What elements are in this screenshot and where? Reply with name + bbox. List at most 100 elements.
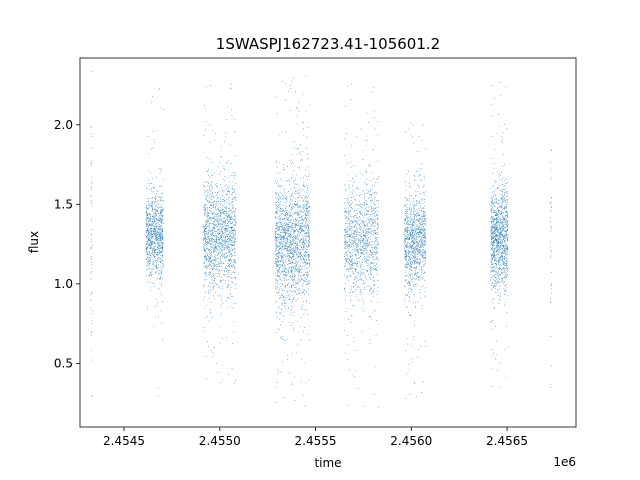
data-point: [306, 274, 307, 276]
data-point: [162, 211, 163, 213]
data-point: [158, 243, 159, 244]
data-point: [355, 246, 357, 248]
data-point: [305, 221, 306, 223]
data-point: [305, 236, 307, 237]
data-point: [91, 187, 92, 188]
data-point: [232, 208, 234, 209]
data-point: [286, 278, 287, 280]
data-point: [160, 200, 161, 201]
data-point: [228, 265, 230, 266]
data-point: [303, 219, 304, 221]
data-point: [361, 330, 363, 332]
data-point: [225, 233, 227, 235]
data-point: [206, 157, 208, 158]
data-point: [206, 198, 207, 200]
data-point: [295, 243, 296, 244]
data-point: [281, 257, 282, 259]
data-point: [91, 201, 93, 203]
data-point: [160, 238, 161, 240]
data-point: [296, 215, 298, 217]
data-point: [220, 220, 222, 222]
data-point: [224, 140, 225, 142]
data-point: [288, 180, 290, 182]
data-point: [282, 205, 284, 206]
data-point: [349, 228, 350, 230]
data-point: [283, 261, 284, 263]
data-point: [366, 242, 368, 244]
data-point: [349, 292, 351, 293]
data-point: [304, 290, 306, 291]
data-point: [275, 244, 277, 246]
data-point: [297, 298, 298, 300]
data-point: [207, 260, 209, 261]
data-point: [349, 225, 351, 227]
data-point: [305, 254, 307, 256]
data-point: [293, 247, 294, 249]
data-point: [291, 267, 292, 268]
data-point: [295, 352, 297, 354]
data-point: [373, 231, 375, 233]
data-point: [277, 222, 279, 224]
data-point: [225, 253, 227, 255]
data-point: [276, 193, 278, 195]
data-point: [148, 239, 150, 241]
data-point: [378, 199, 379, 201]
data-point: [226, 207, 228, 209]
data-point: [302, 197, 303, 199]
data-point: [297, 192, 299, 194]
data-point: [158, 395, 159, 397]
data-point: [305, 217, 307, 219]
data-point: [374, 248, 376, 250]
data-point: [298, 222, 299, 224]
data-point: [231, 237, 233, 238]
data-point: [293, 282, 294, 284]
data-point: [221, 313, 223, 314]
data-point: [358, 210, 360, 212]
data-point: [367, 237, 369, 238]
data-point: [291, 177, 293, 179]
data-point: [91, 203, 93, 204]
data-point: [357, 254, 359, 256]
data-point: [222, 285, 224, 287]
data-point: [224, 211, 226, 212]
data-point: [227, 214, 229, 216]
data-point: [292, 192, 293, 194]
data-point: [205, 249, 207, 251]
data-point: [220, 171, 222, 173]
data-point: [365, 260, 366, 262]
data-point: [148, 201, 150, 202]
data-point: [352, 222, 354, 224]
data-point: [230, 239, 232, 241]
data-point: [278, 199, 279, 200]
data-point: [369, 226, 371, 228]
data-point: [349, 186, 350, 188]
data-point: [211, 205, 212, 206]
data-point: [374, 196, 376, 198]
data-point: [304, 191, 306, 193]
data-point: [234, 241, 236, 242]
data-point: [356, 136, 358, 138]
data-point: [292, 256, 294, 258]
data-point: [307, 240, 309, 242]
data-point: [162, 228, 163, 230]
data-point: [304, 281, 306, 282]
data-point: [162, 255, 163, 257]
data-point: [278, 229, 280, 231]
data-point: [235, 196, 237, 198]
data-point: [205, 209, 207, 210]
data-point: [158, 235, 160, 237]
data-point: [205, 204, 207, 206]
data-point: [287, 229, 289, 231]
data-point: [279, 260, 281, 262]
data-point: [224, 210, 225, 212]
data-point: [309, 212, 311, 214]
data-point: [353, 273, 355, 275]
data-point: [290, 188, 292, 189]
data-point: [280, 294, 282, 296]
data-point: [160, 197, 162, 198]
data-point: [222, 249, 224, 250]
data-point: [298, 229, 300, 230]
data-point: [227, 215, 229, 217]
data-point: [291, 325, 292, 326]
data-point: [291, 384, 293, 386]
